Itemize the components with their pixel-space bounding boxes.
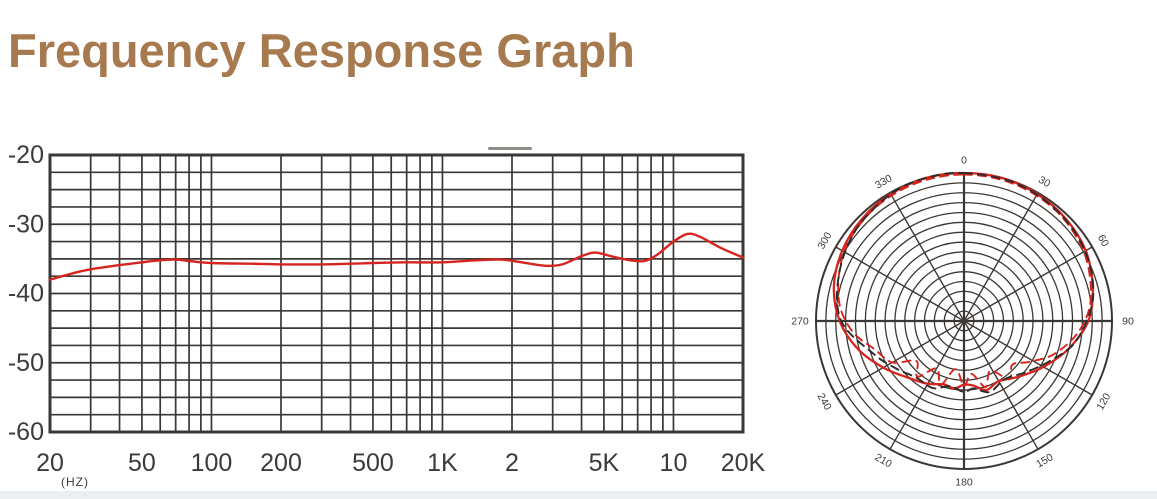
- fr-x-tick-label: 50: [128, 449, 156, 477]
- fr-x-tick-label: 20: [36, 449, 64, 477]
- footer-bar: [0, 491, 1157, 499]
- polar-angle-label: 60: [1095, 233, 1111, 249]
- polar-angle-label: 150: [1034, 451, 1055, 470]
- polar-angle-label: 30: [1036, 174, 1052, 190]
- fr-x-tick-label: 2: [505, 449, 519, 477]
- polar-angle-label: 90: [1122, 316, 1134, 328]
- polar-angle-label: 210: [873, 451, 894, 470]
- polar-pattern-dashed-red: [837, 173, 1092, 389]
- fr-x-tick-label: 20K: [721, 449, 766, 477]
- fr-chart-border: [48, 153, 745, 434]
- polar-angle-label: 300: [815, 230, 834, 251]
- fr-x-tick-label: 500: [352, 449, 394, 477]
- page-title: Frequency Response Graph: [8, 24, 635, 77]
- polar-angle-label: 180: [955, 477, 973, 489]
- polar-angle-label: 0: [961, 155, 967, 167]
- fr-y-tick-label: -60: [8, 418, 44, 446]
- polar-angle-label: 330: [873, 172, 894, 191]
- x-axis-unit-label: (HZ): [61, 475, 89, 489]
- fr-x-tick-label: 200: [260, 449, 302, 477]
- fr-y-tick-label: -20: [8, 141, 44, 169]
- fr-y-tick-label: -40: [8, 280, 44, 308]
- fr-y-tick-label: -50: [8, 349, 44, 377]
- polar-angle-label: 270: [791, 316, 809, 328]
- polar-angle-label: 240: [815, 391, 834, 412]
- artifact-smudge: [488, 147, 532, 150]
- polar-spoke: [889, 192, 1039, 450]
- polar-pattern-solid-red: [832, 171, 1094, 392]
- fr-response-curve: [48, 232, 745, 281]
- fr-x-tick-label: 1K: [427, 449, 458, 477]
- fr-y-tick-label: -30: [8, 210, 44, 238]
- polar-angle-label: 120: [1094, 391, 1113, 412]
- polar-pattern-dashed-black: [835, 171, 1095, 394]
- fr-x-tick-label: 100: [191, 449, 233, 477]
- fr-x-tick-label: 5K: [589, 449, 620, 477]
- fr-x-tick-label: 10: [660, 449, 688, 477]
